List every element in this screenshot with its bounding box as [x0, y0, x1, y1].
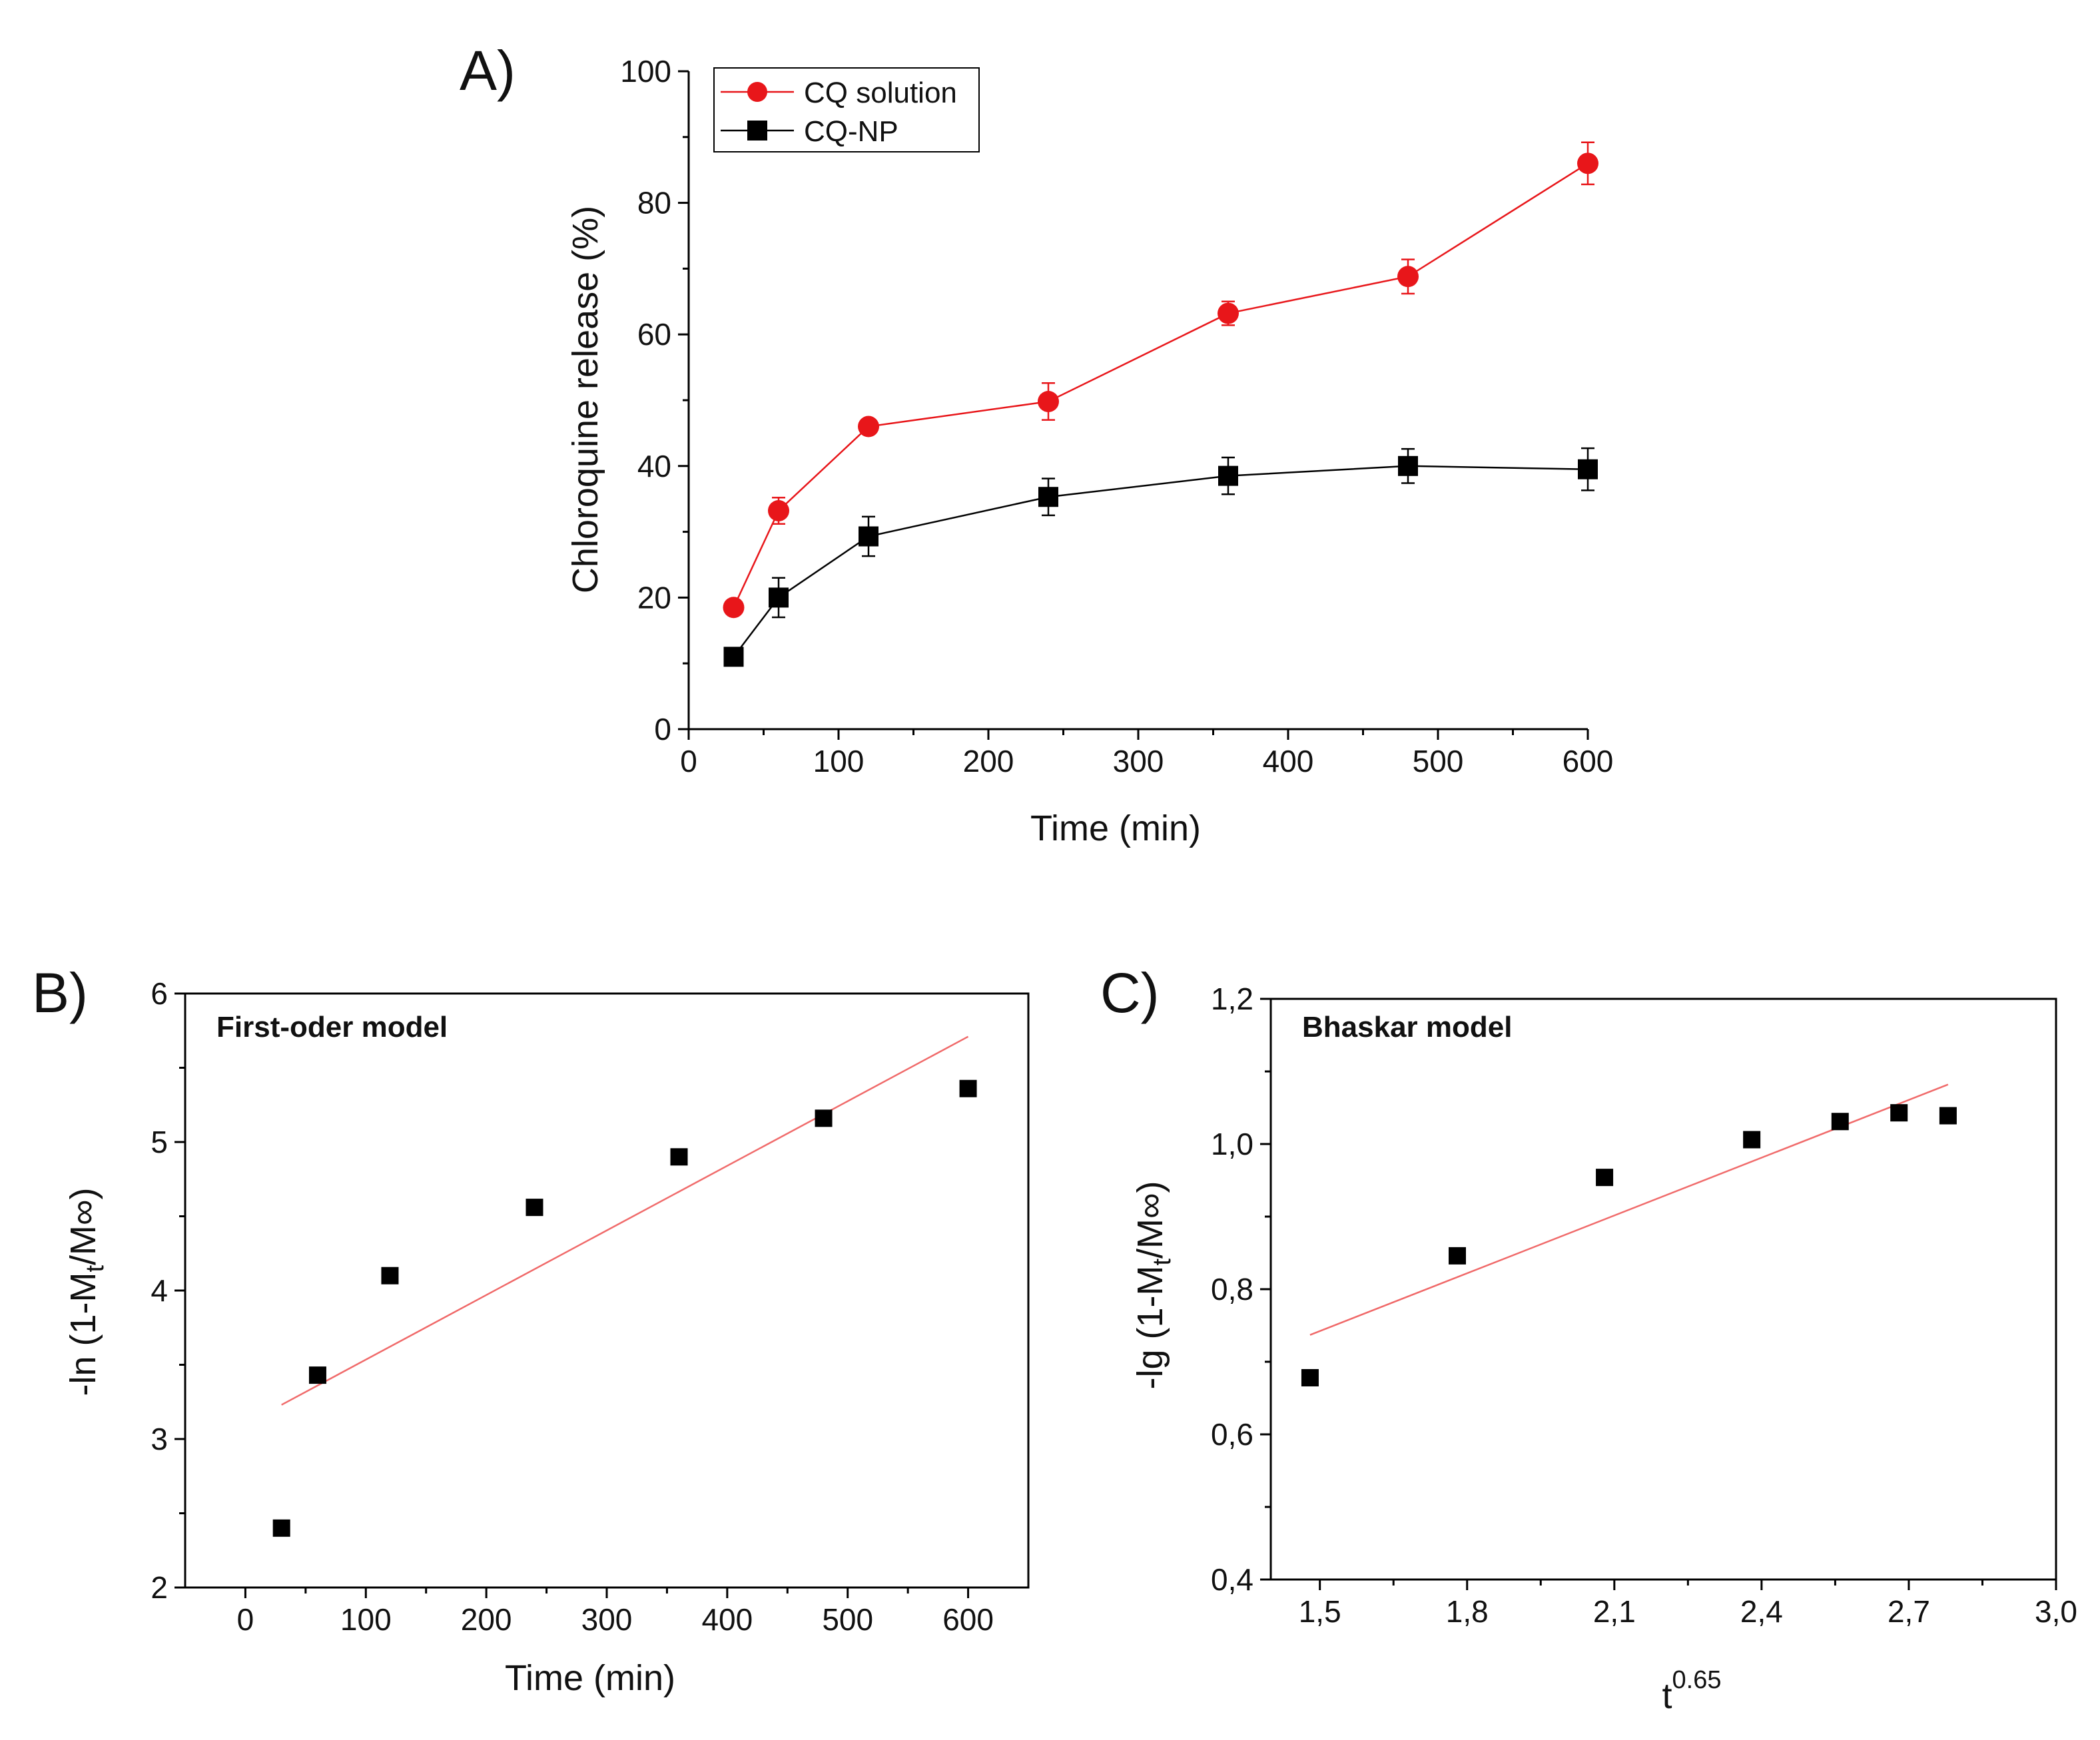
- panel-c-x-tick-label: 2,7: [1888, 1594, 1930, 1629]
- panel-c-data-point: [1596, 1169, 1614, 1187]
- panel-c-data-point: [1449, 1247, 1467, 1265]
- panel-b-series: [272, 1035, 977, 1537]
- panel-b-y-tick-label: 5: [151, 1125, 168, 1159]
- panel-a-series: [723, 141, 1598, 667]
- data-point-cq-np: [859, 526, 878, 547]
- data-point-cq-solution: [723, 597, 745, 619]
- panel-c-y-tick-label: 0,8: [1211, 1272, 1253, 1306]
- panel-a-x-tick-label: 300: [1113, 744, 1164, 778]
- panel-b-data-point: [959, 1079, 977, 1097]
- data-point-cq-np: [1218, 465, 1238, 486]
- panel-a-axes: 0 100 200 300 400 500 600 0 20 40 60 80 100: [620, 54, 1613, 778]
- panel-c-model-label: Bhaskar model: [1302, 1011, 1512, 1043]
- panel-c-x-tick-label: 2,4: [1740, 1594, 1783, 1629]
- panel-b-data-point: [272, 1519, 290, 1537]
- panel-a-y-tick-label: 40: [637, 449, 671, 483]
- panel-c-x-tick-label: 2,1: [1593, 1594, 1636, 1629]
- panel-a-y-axis-title: Chloroquine release (%): [565, 206, 605, 593]
- panel-c-y-axis-title: -lg (1-Mt/M∞): [1130, 1181, 1176, 1389]
- panel-a-y-tick-label: 20: [637, 580, 671, 615]
- panel-a-y-tick-label: 100: [620, 54, 671, 89]
- panel-a: A) 0 100 200 300 400 500 600 0 20 40 60 80 100 Time …: [460, 39, 1613, 848]
- panel-b-x-tick-label: 500: [822, 1602, 873, 1637]
- panel-c-y-tick-label: 0,4: [1211, 1562, 1253, 1597]
- panel-b-y-tick-label: 3: [151, 1422, 168, 1456]
- data-point-cq-solution: [1397, 266, 1419, 288]
- panel-b-x-tick-label: 100: [340, 1602, 392, 1637]
- panel-c-plot-frame: [1269, 998, 2057, 1581]
- legend-marker-cq-np: [747, 121, 767, 141]
- panel-a-x-tick-label: 200: [963, 744, 1014, 778]
- panel-a-legend: CQ solution CQ-NP: [713, 67, 980, 152]
- panel-c-x-tick-label: 1,5: [1299, 1594, 1341, 1629]
- panel-a-letter: A): [460, 39, 516, 102]
- data-point-cq-np: [769, 587, 789, 608]
- panel-b-x-tick-label: 600: [942, 1602, 994, 1637]
- panel-c-x-tick-label: 1,8: [1446, 1594, 1489, 1629]
- data-point-cq-solution: [768, 499, 789, 521]
- panel-b-y-axis-title: -ln (1-Mt/M∞): [63, 1187, 109, 1396]
- panel-b-letter: B): [32, 962, 88, 1024]
- panel-b: B) 0 100 200 300 400 500 600 2 3 4 5 6 First-oder m…: [32, 962, 1030, 1698]
- data-point-cq-solution: [1577, 152, 1598, 174]
- panel-b-data-point: [815, 1109, 833, 1127]
- panel-b-y-tick-label: 2: [151, 1570, 168, 1605]
- panel-b-x-tick-label: 400: [701, 1602, 753, 1637]
- panel-c-y-tick-label: 1,0: [1211, 1127, 1253, 1161]
- panel-a-x-tick-label: 100: [813, 744, 865, 778]
- panel-b-model-label: First-oder model: [216, 1011, 448, 1043]
- panel-a-x-axis-title: Time (min): [1030, 808, 1201, 848]
- data-point-cq-np: [1038, 487, 1058, 507]
- panel-b-data-point: [308, 1366, 326, 1384]
- panel-b-y-tick-label: 4: [151, 1273, 168, 1308]
- panel-b-x-tick-label: 200: [461, 1602, 512, 1637]
- panel-b-data-point: [525, 1199, 543, 1217]
- panel-b-x-tick-label: 0: [237, 1602, 254, 1637]
- panel-c-letter: C): [1100, 962, 1160, 1024]
- panel-c-fit-line: [1309, 1083, 1949, 1336]
- panel-b-axes: 0 100 200 300 400 500 600 2 3 4 5 6: [151, 976, 1030, 1637]
- data-point-cq-solution: [1038, 390, 1059, 412]
- panel-c-data-point: [1939, 1107, 1957, 1125]
- panel-b-y-tick-label: 6: [151, 976, 168, 1011]
- legend-marker-cq-solution: [747, 82, 767, 102]
- panel-c-data-point: [1301, 1368, 1319, 1386]
- panel-a-y-tick-label: 60: [637, 317, 671, 352]
- data-point-cq-solution: [858, 416, 879, 437]
- panel-c-data-point: [1743, 1131, 1761, 1149]
- panel-c-y-tick-label: 1,2: [1211, 982, 1253, 1016]
- panel-b-x-tick-label: 300: [581, 1602, 633, 1637]
- data-point-cq-np: [1578, 459, 1598, 479]
- panel-a-x-tick-label: 500: [1413, 744, 1464, 778]
- panel-c-x-axis-title: t0.65: [1662, 1666, 1722, 1716]
- panel-a-y-tick-label: 0: [654, 712, 671, 746]
- data-point-cq-np: [723, 647, 744, 667]
- panel-b-x-axis-title: Time (min): [505, 1658, 675, 1698]
- panel-c-data-point: [1890, 1104, 1908, 1122]
- panel-b-data-point: [670, 1148, 688, 1166]
- panel-b-fit-line: [281, 1035, 969, 1406]
- data-point-cq-np: [1398, 455, 1418, 476]
- panel-c-axes: 1,5 1,8 2,1 2,4 2,7 3,0 0,4 0,6 0,8 1,0 1,2: [1211, 982, 2077, 1629]
- panel-c-x-tick-label: 3,0: [2035, 1594, 2077, 1629]
- panel-a-x-tick-label: 600: [1563, 744, 1614, 778]
- legend-label-cq-solution: CQ solution: [804, 77, 957, 109]
- panel-a-y-tick-label: 80: [637, 186, 671, 220]
- panel-c-data-point: [1831, 1113, 1849, 1131]
- panel-b-plot-frame: [184, 992, 1030, 1589]
- series-line-cq-np: [733, 465, 1588, 658]
- panel-c: C) 1,5 1,8 2,1 2,4 2,7 3,0 0,4 0,6 0,8 1,0 1,2 Bha…: [1100, 962, 2077, 1716]
- data-point-cq-solution: [1218, 302, 1239, 324]
- panel-a-x-tick-label: 0: [680, 744, 697, 778]
- panel-c-series: [1301, 1083, 1957, 1386]
- panel-c-y-tick-label: 0,6: [1211, 1417, 1253, 1452]
- legend-label-cq-np: CQ-NP: [804, 115, 898, 148]
- panel-a-x-tick-label: 400: [1263, 744, 1314, 778]
- panel-b-data-point: [381, 1267, 399, 1285]
